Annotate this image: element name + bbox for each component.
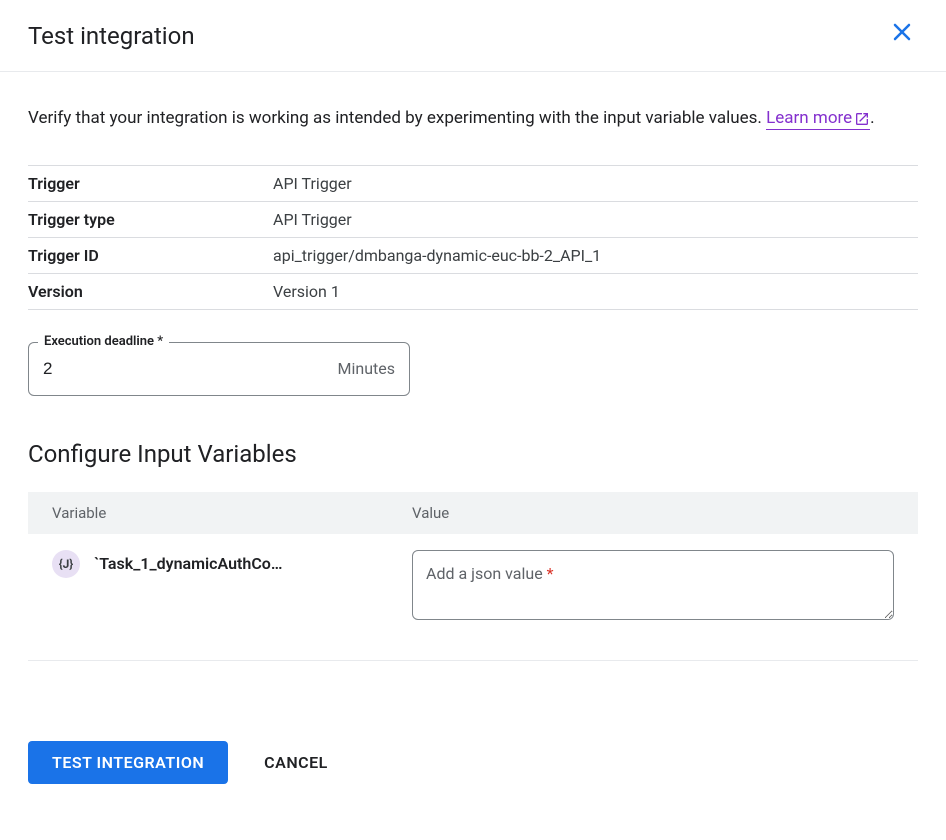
cancel-button[interactable]: CANCEL (256, 741, 336, 784)
dialog-header: Test integration (0, 0, 946, 72)
description-text: Verify that your integration is working … (28, 104, 918, 137)
variable-name-cell: {J} `Task_1_dynamicAuthCo… (28, 534, 388, 640)
variable-row: {J} `Task_1_dynamicAuthCo… Add a json valu… (28, 534, 918, 640)
details-row-value: API Trigger (273, 165, 918, 201)
dialog-title: Test integration (28, 22, 195, 50)
external-link-icon (854, 108, 870, 137)
test-integration-button[interactable]: TEST INTEGRATION (28, 741, 228, 784)
variable-value-cell: Add a json value * (388, 534, 918, 640)
configure-variables-heading: Configure Input Variables (28, 440, 918, 468)
description-suffix: . (870, 108, 874, 128)
details-row-label: Trigger type (28, 201, 273, 237)
description-prefix: Verify that your integration is working … (28, 108, 766, 128)
json-value-input[interactable] (412, 550, 894, 620)
details-row-value: api_trigger/dmbanga-dynamic-euc-bb-2_API… (273, 237, 918, 273)
variables-col-value: Value (388, 492, 918, 534)
execution-deadline-input[interactable] (43, 359, 338, 379)
details-row-label: Version (28, 273, 273, 309)
execution-deadline-label: Execution deadline * (38, 334, 169, 349)
trigger-details-table: TriggerAPI TriggerTrigger typeAPI Trigge… (28, 165, 918, 310)
variables-table-header: Variable Value (28, 492, 918, 534)
details-row: TriggerAPI Trigger (28, 165, 918, 201)
learn-more-link[interactable]: Learn more (766, 108, 870, 130)
variables-col-variable: Variable (28, 492, 388, 534)
details-row-value: API Trigger (273, 201, 918, 237)
json-type-icon: {J} (52, 550, 80, 578)
details-row-value: Version 1 (273, 273, 918, 309)
close-button[interactable] (886, 16, 918, 55)
dialog-footer: TEST INTEGRATION CANCEL (0, 681, 946, 812)
details-row-label: Trigger (28, 165, 273, 201)
variable-name-text: `Task_1_dynamicAuthCo… (94, 554, 282, 573)
details-row: Trigger IDapi_trigger/dmbanga-dynamic-eu… (28, 237, 918, 273)
details-row: VersionVersion 1 (28, 273, 918, 309)
variables-table: Variable Value {J} `Task_1_dynamicAuthCo…… (28, 492, 918, 640)
dialog-body: Verify that your integration is working … (0, 72, 946, 681)
close-icon (890, 20, 914, 51)
execution-deadline-container: Minutes (28, 342, 410, 396)
section-divider (28, 660, 918, 661)
details-row: Trigger typeAPI Trigger (28, 201, 918, 237)
details-row-label: Trigger ID (28, 237, 273, 273)
execution-deadline-suffix: Minutes (338, 359, 396, 378)
execution-deadline-field: Execution deadline * Minutes (28, 342, 410, 396)
